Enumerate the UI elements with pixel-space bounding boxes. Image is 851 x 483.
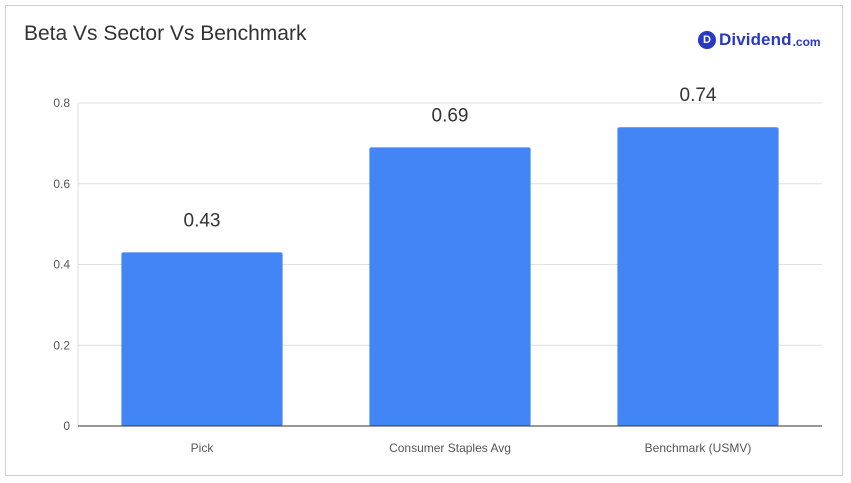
dividend-logo-name: Dividend [719, 30, 792, 49]
bar-data-label: 0.74 [680, 85, 717, 106]
bar [369, 147, 531, 426]
bar [121, 252, 283, 426]
y-tick-label: 0.8 [53, 96, 70, 110]
dividend-logo-badge-icon: D [698, 31, 716, 49]
bar-data-label: 0.43 [184, 210, 221, 231]
dividend-logo: D Dividend .com [698, 28, 821, 52]
y-tick-label: 0 [63, 419, 70, 433]
bar [617, 127, 779, 426]
x-tick-label: Pick [191, 441, 215, 455]
x-tick-label: Benchmark (USMV) [645, 441, 752, 455]
dividend-logo-tld: .com [792, 34, 821, 49]
bar-data-label: 0.69 [432, 105, 469, 126]
y-tick-label: 0.2 [53, 338, 70, 352]
x-tick-label: Consumer Staples Avg [389, 441, 511, 455]
y-tick-label: 0.4 [53, 258, 70, 272]
y-tick-label: 0.6 [53, 177, 70, 191]
chart-title: Beta Vs Sector Vs Benchmark [24, 22, 307, 45]
